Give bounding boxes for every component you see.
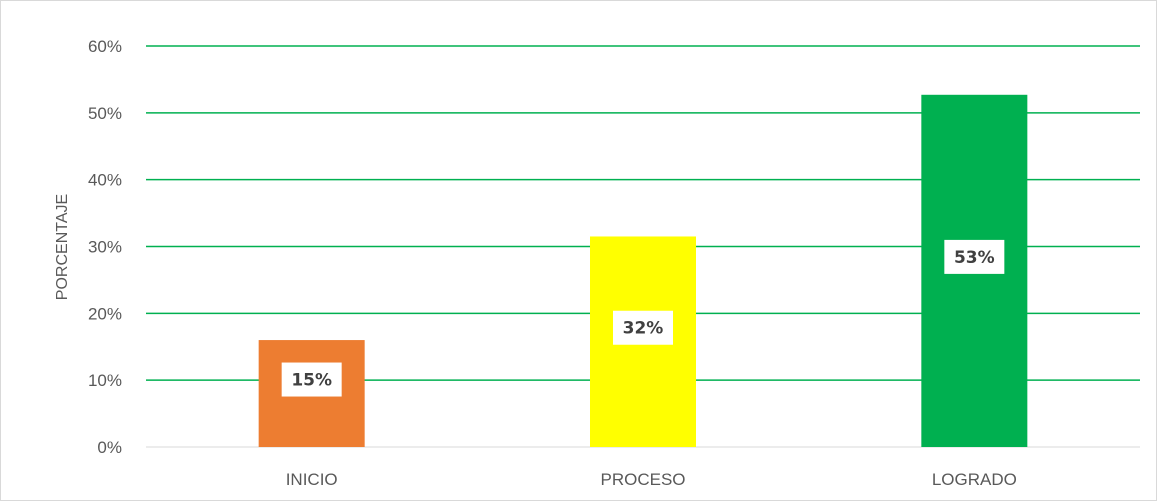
- x-tick-label: LOGRADO: [932, 470, 1017, 489]
- y-tick-label: 40%: [88, 171, 122, 190]
- x-axis-ticks: INICIO PROCESO LOGRADO: [286, 470, 1017, 489]
- y-tick-label: 10%: [88, 371, 122, 390]
- data-label: 15%: [291, 371, 332, 391]
- y-tick-label: 30%: [88, 238, 122, 257]
- y-tick-label: 50%: [88, 104, 122, 123]
- data-label: 32%: [623, 319, 664, 339]
- bars: 15% 32% 53%: [258, 94, 1028, 447]
- data-label-box: [944, 239, 1005, 274]
- x-tick-label: INICIO: [286, 470, 338, 489]
- y-axis-title: PORCENTAJE: [54, 194, 71, 300]
- y-tick-label: 20%: [88, 304, 122, 323]
- y-tick-label: 60%: [88, 37, 122, 56]
- data-label-box: [281, 362, 342, 397]
- data-label-box: [613, 310, 673, 345]
- y-tick-label: 0%: [97, 438, 122, 457]
- data-label: 53%: [954, 248, 995, 268]
- y-axis-ticks: 0% 10% 20% 30% 40% 50% 60%: [88, 37, 122, 457]
- x-tick-label: PROCESO: [600, 470, 685, 489]
